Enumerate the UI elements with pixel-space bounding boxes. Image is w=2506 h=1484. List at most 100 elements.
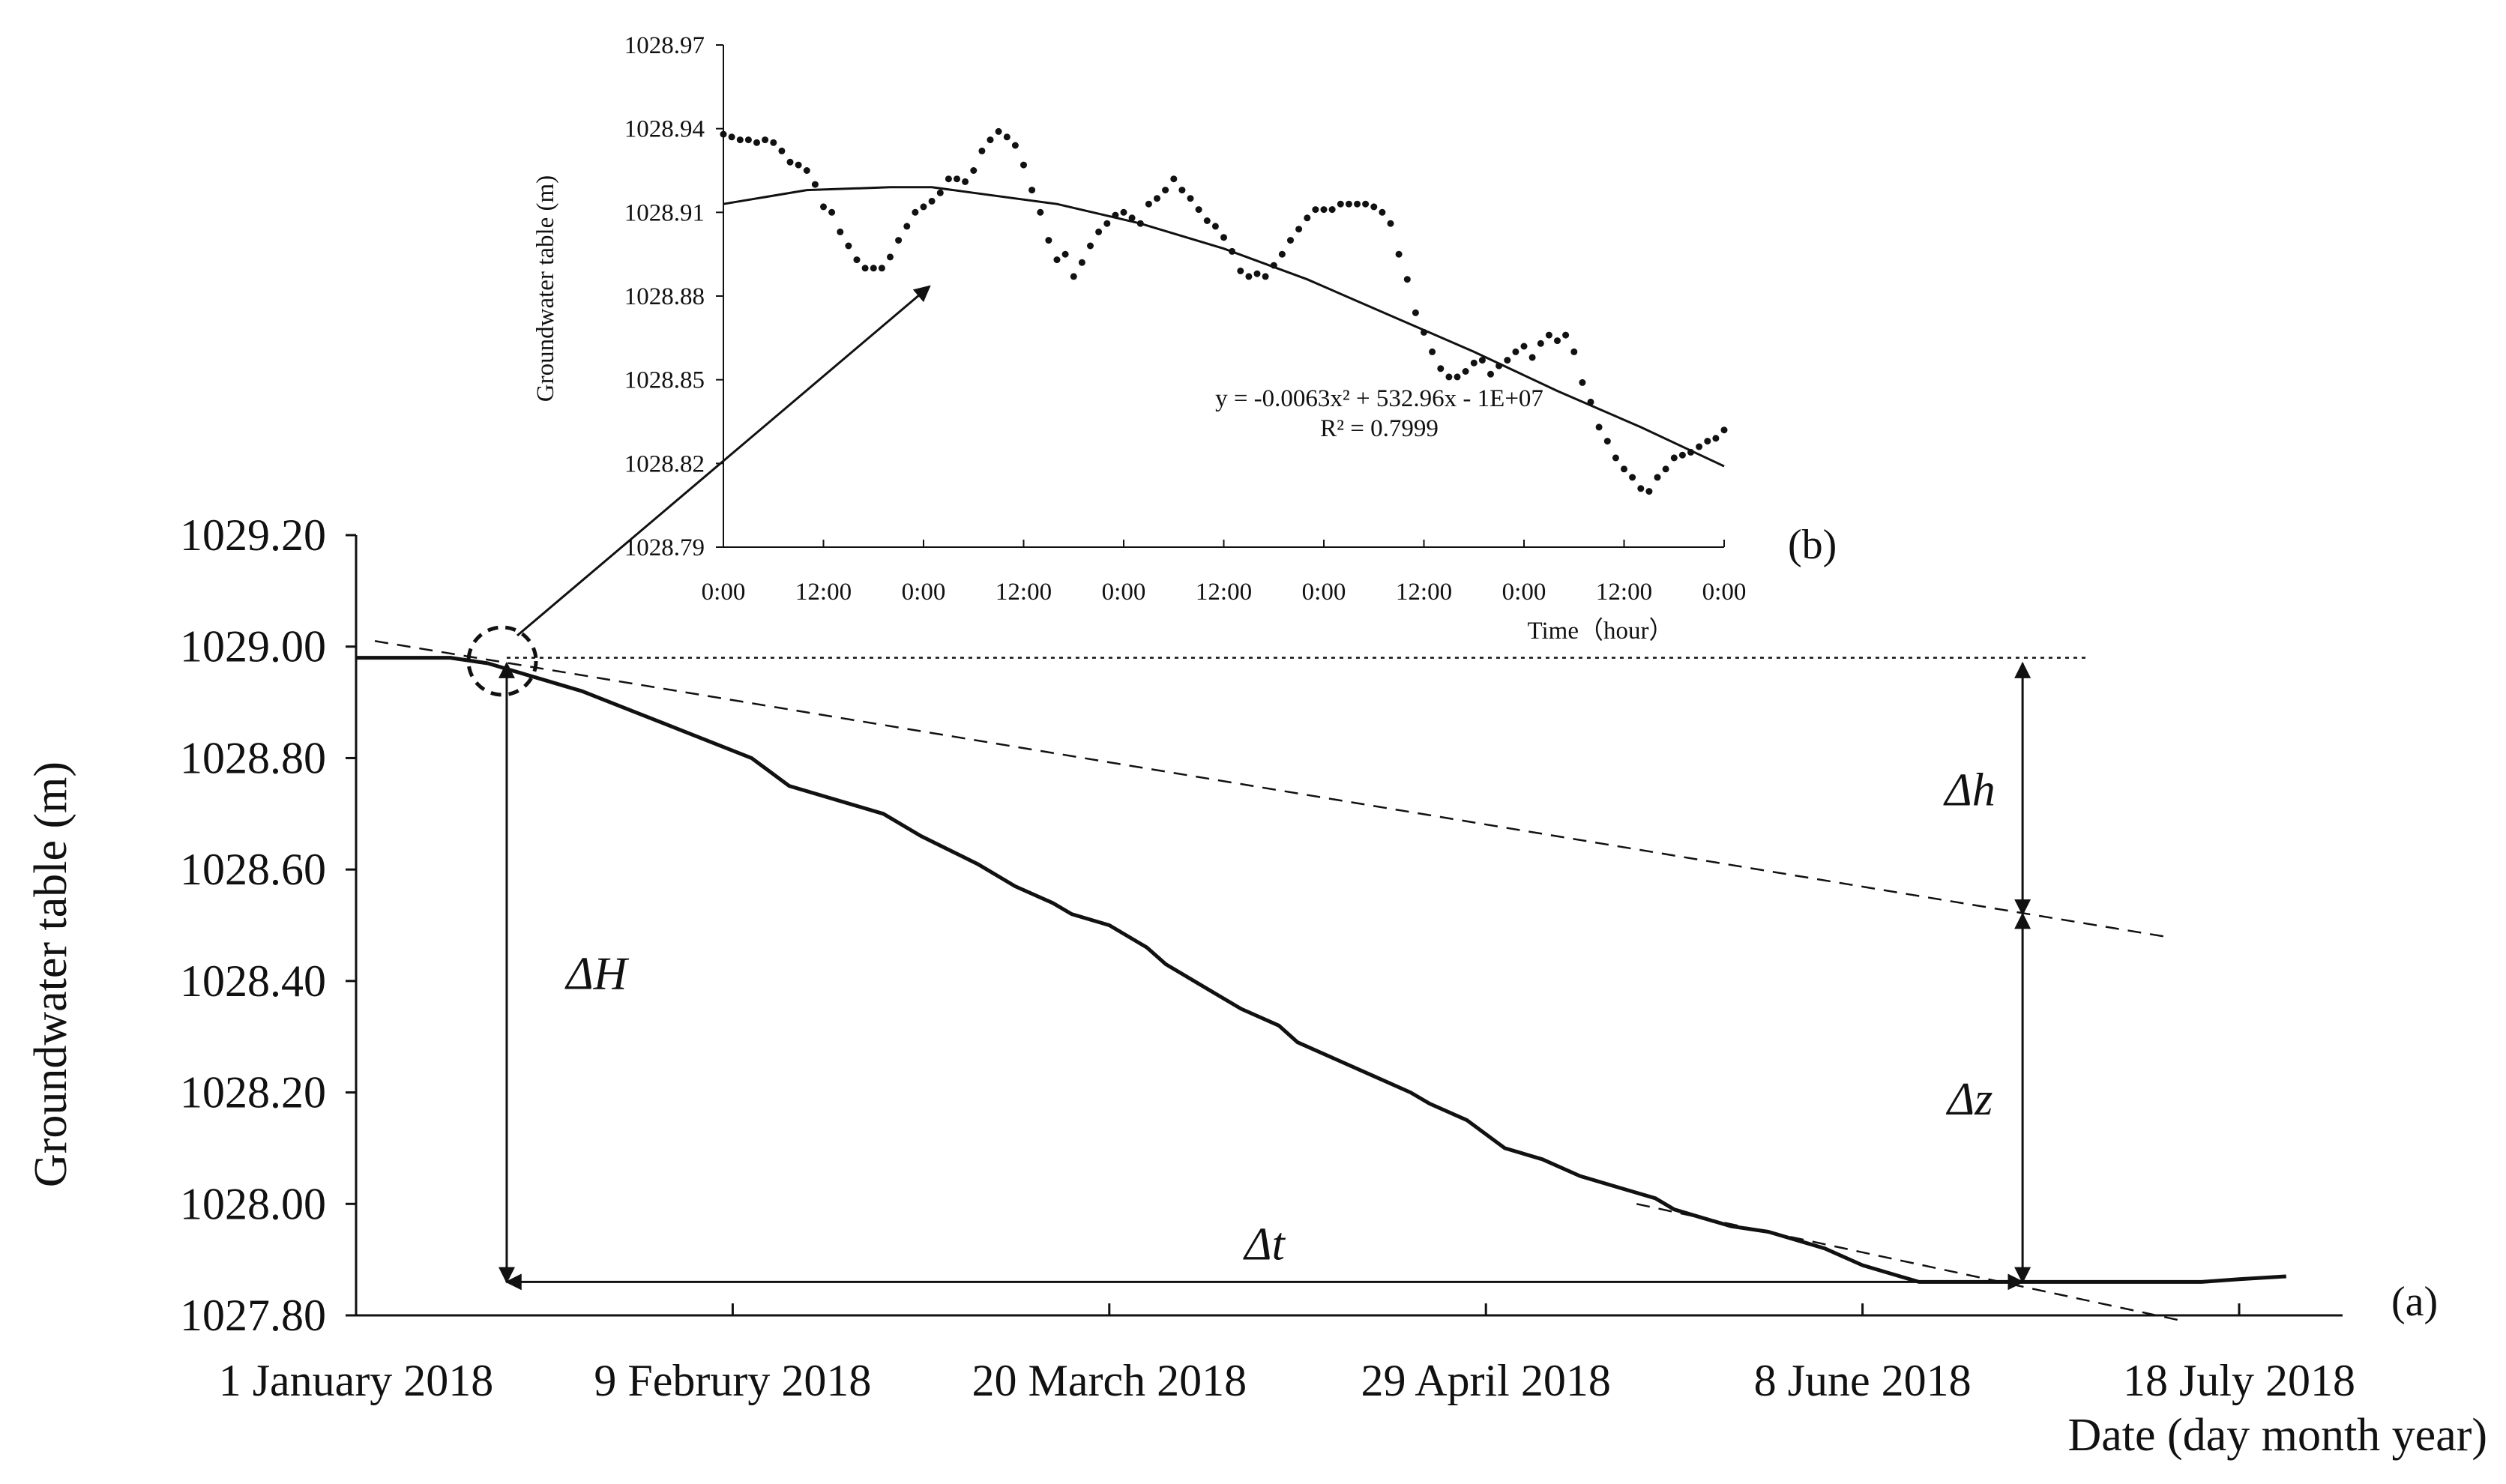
inset-trendline <box>723 186 1725 468</box>
groundwater-level-line <box>356 656 2286 1284</box>
inset-data-point <box>954 175 960 183</box>
inset-x-tick-label: 0:00 <box>1702 579 1747 606</box>
main-x-tick-label: 20 March 2018 <box>972 1356 1247 1405</box>
inset-data-point <box>1379 208 1386 216</box>
inset-data-point <box>720 130 727 138</box>
main-y-axis-label: Groundwater table (m) <box>25 761 76 1187</box>
inset-data-point <box>1220 234 1227 241</box>
inset-data-point <box>1570 348 1578 355</box>
inset-data-point <box>1504 357 1511 364</box>
main-y-tick-label: 1028.80 <box>180 733 326 782</box>
inset-data-point <box>778 147 786 154</box>
inset-data-point <box>820 203 827 211</box>
inset-data-point <box>811 181 819 188</box>
inset-data-point <box>1670 454 1678 462</box>
inset-data-point <box>1195 206 1202 214</box>
inset-data-point <box>1520 343 1528 350</box>
inset-x-tick-label: 0:00 <box>902 579 946 606</box>
inset-y-tick-label: 1028.79 <box>624 534 705 561</box>
inset-data-point <box>1454 373 1461 381</box>
inset-data-point <box>878 265 885 272</box>
trendline-r-squared: R² = 0.7999 <box>1320 415 1439 442</box>
inset-data-point <box>1345 200 1352 208</box>
inset-data-point <box>1621 465 1627 473</box>
inset-data-point <box>853 256 861 264</box>
inset-data-point <box>1320 206 1328 214</box>
inset-data-point <box>1045 237 1052 244</box>
inset-data-point <box>1028 187 1036 194</box>
inset-data-point <box>1395 250 1403 258</box>
inset-data-point <box>912 208 919 216</box>
inset-data-point <box>1712 435 1720 442</box>
inset-x-ticks: 0:00 12:00 0:00 12:00 0:00 12:00 0:00 12:00 0:00… <box>702 540 1747 606</box>
main-y-tick-label: 1029.20 <box>180 510 326 560</box>
inset-data-point <box>1629 474 1636 481</box>
inset-data-point <box>1237 268 1244 274</box>
main-y-ticks: 1029.20 1029.00 1028.80 1028.60 1028.40 1028.… <box>180 510 356 1340</box>
inset-data-point <box>1278 250 1286 258</box>
inset-data-point <box>1478 357 1486 364</box>
inset-data-point <box>903 223 911 230</box>
inset-data-point <box>978 147 986 154</box>
inset-data-point <box>1070 273 1077 280</box>
main-y-tick-label: 1029.00 <box>180 622 326 672</box>
inset-data-point <box>1295 226 1303 233</box>
inset-data-point <box>1412 309 1419 316</box>
inset-data-point <box>837 228 844 235</box>
trendline-equation: y = -0.0063x² + 532.96x - 1E+07 <box>1215 385 1543 412</box>
inset-data-point <box>1720 426 1728 434</box>
main-x-tick-label: 18 July 2018 <box>2123 1356 2355 1405</box>
main-x-tick-label: 1 January 2018 <box>219 1356 494 1405</box>
main-y-tick-label: 1028.20 <box>180 1068 326 1117</box>
inset-y-axis-label: Groundwater table (m) <box>532 175 559 402</box>
inset-data-point <box>1145 200 1152 208</box>
inset-data-point <box>1437 365 1445 372</box>
inset-data-point <box>845 242 852 250</box>
inset-data-point <box>1678 451 1686 459</box>
inset-data-point <box>1312 206 1319 214</box>
inset-data-point <box>895 237 903 244</box>
inset-data-point <box>1554 337 1561 345</box>
inset-data-point <box>803 167 810 174</box>
inset-data-point <box>861 265 869 272</box>
main-x-tick-label: 9 Februry 2018 <box>594 1356 871 1405</box>
inset-data-point <box>987 136 994 144</box>
main-y-tick-label: 1028.00 <box>180 1179 326 1228</box>
inset-data-point <box>1078 259 1085 266</box>
inset-data-point <box>1304 214 1311 222</box>
main-x-tick-label: 8 June 2018 <box>1754 1356 1972 1405</box>
inset-data-point <box>1487 370 1494 378</box>
inset-data-point <box>1162 187 1169 194</box>
inset-x-tick-label: 0:00 <box>1302 579 1346 606</box>
inset-data-point <box>1545 331 1552 339</box>
inset-data-point <box>945 175 952 183</box>
inset-data-point <box>1429 348 1436 355</box>
inset-data-point <box>1170 175 1178 183</box>
inset-data-point <box>1704 438 1711 445</box>
inset-data-point <box>1011 142 1019 149</box>
inset-data-point <box>1328 206 1336 214</box>
inset-data-point <box>887 253 894 261</box>
inset-data-point <box>1103 220 1111 227</box>
inset-data-point <box>762 136 769 144</box>
inset-data-point <box>1245 273 1253 280</box>
inset-data-point <box>870 265 877 272</box>
inset-data-point <box>828 208 836 216</box>
inset-x-tick-label: 0:00 <box>1102 579 1146 606</box>
inset-data-point <box>1654 474 1661 481</box>
inset-data-point <box>728 133 735 141</box>
inset-x-axis-label: Time（hour） <box>1528 618 1674 645</box>
inset-x-tick-label: 12:00 <box>996 579 1052 606</box>
inset-data-point <box>1612 454 1619 462</box>
inset-data-point <box>1603 438 1611 445</box>
inset-data-point <box>1120 208 1127 216</box>
inset-data-point <box>1387 220 1394 227</box>
inset-data-point <box>1470 359 1478 367</box>
inset-data-point <box>1095 228 1103 235</box>
inset-data-point <box>1637 485 1645 492</box>
inset-data-point <box>1354 200 1361 208</box>
inset-data-point <box>1595 423 1603 431</box>
inset-panel-label: (b) <box>1788 522 1837 568</box>
inset-data-point <box>1061 250 1069 258</box>
inset-x-tick-label: 12:00 <box>1596 579 1652 606</box>
